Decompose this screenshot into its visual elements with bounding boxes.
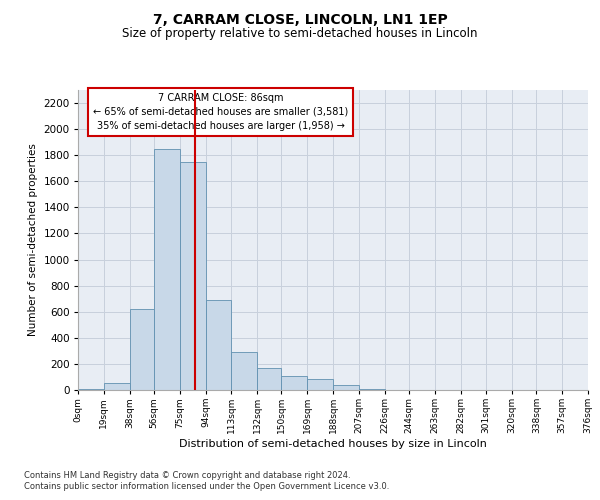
Text: Contains HM Land Registry data © Crown copyright and database right 2024.: Contains HM Land Registry data © Crown c…: [24, 471, 350, 480]
Bar: [205, 300, 231, 390]
Y-axis label: Number of semi-detached properties: Number of semi-detached properties: [28, 144, 38, 336]
Bar: [333, 386, 359, 390]
Bar: [130, 309, 154, 390]
Bar: [180, 162, 205, 390]
Bar: [154, 148, 180, 390]
Text: Contains public sector information licensed under the Open Government Licence v3: Contains public sector information licen…: [24, 482, 389, 491]
X-axis label: Distribution of semi-detached houses by size in Lincoln: Distribution of semi-detached houses by …: [179, 439, 487, 449]
Text: 7 CARRAM CLOSE: 86sqm
← 65% of semi-detached houses are smaller (3,581)
35% of s: 7 CARRAM CLOSE: 86sqm ← 65% of semi-deta…: [93, 93, 349, 131]
Bar: [104, 384, 130, 390]
Bar: [307, 379, 333, 390]
Bar: [231, 352, 257, 390]
Text: Size of property relative to semi-detached houses in Lincoln: Size of property relative to semi-detach…: [122, 28, 478, 40]
Text: 7, CARRAM CLOSE, LINCOLN, LN1 1EP: 7, CARRAM CLOSE, LINCOLN, LN1 1EP: [152, 12, 448, 26]
Bar: [281, 376, 307, 390]
Bar: [257, 368, 281, 390]
Bar: [359, 388, 385, 390]
